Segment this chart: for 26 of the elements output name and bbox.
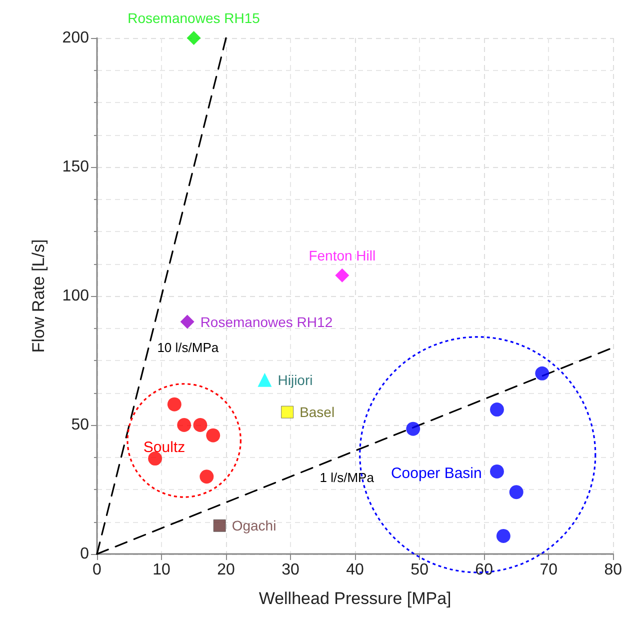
series-label: Rosemanowes RH12	[200, 314, 333, 330]
series-label: Rosemanowes RH15	[128, 10, 260, 26]
series-label: Soultz	[143, 438, 186, 456]
x-tick-label: 70	[540, 562, 558, 578]
y-tick-label: 0	[80, 546, 90, 562]
series-label: 1 l/s/MPa	[320, 470, 375, 485]
x-tick-label: 20	[217, 562, 236, 578]
series-label: Cooper Basin	[390, 465, 482, 482]
x-tick-label: 40	[346, 562, 364, 578]
x-tick-label: 30	[282, 562, 300, 578]
y-tick-label: 150	[62, 158, 90, 176]
series-label: 10 l/s/MPa	[157, 340, 220, 355]
series-label: Ogachi	[232, 518, 276, 534]
x-axis-title: Wellhead Pressure [MPa]	[258, 589, 452, 608]
y-tick-label: 100	[62, 288, 90, 304]
y-tick-label: 200	[62, 30, 90, 46]
series-label: Fenton Hill	[308, 247, 376, 264]
x-tick-label: 60	[475, 562, 494, 578]
x-tick-label: 80	[604, 562, 622, 578]
x-tick-label: 10	[152, 562, 171, 578]
y-tick-label: 50	[71, 416, 90, 434]
x-tick-label: 0	[92, 562, 102, 578]
series-label: Hijiori	[278, 372, 313, 388]
series-label: Basel	[300, 404, 335, 420]
y-axis-title: Flow Rate [L/s]	[29, 239, 48, 353]
x-tick-label: 50	[410, 562, 429, 578]
